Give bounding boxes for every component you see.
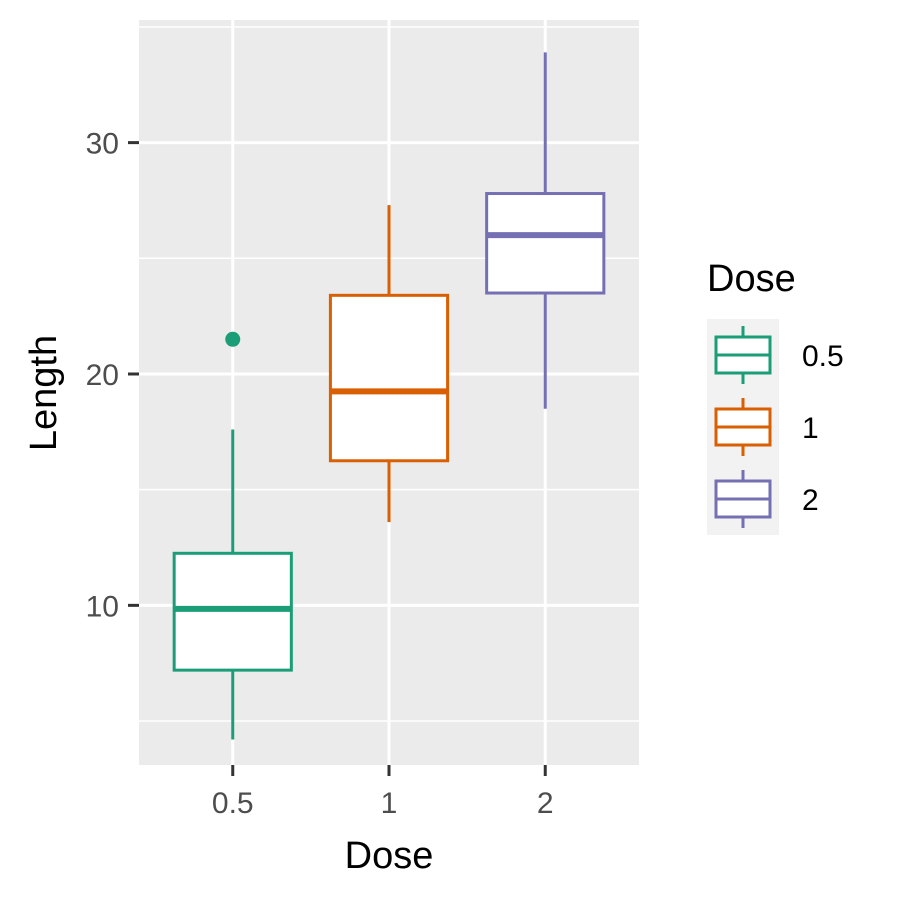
box-iqr [328, 293, 450, 463]
y-axis-title: Length [23, 335, 65, 451]
legend-title: Dose [707, 258, 796, 300]
box-iqr [485, 192, 606, 295]
x-axis-title: Dose [345, 835, 434, 877]
legend-keys: 0.5 1 2 [714, 326, 844, 528]
legend-label: 0.5 [802, 340, 844, 373]
x-axis: 0.5 1 2 [212, 765, 554, 820]
legend: Dose 0.5 1 2 [707, 258, 844, 535]
outlier-point [225, 331, 241, 347]
boxes [172, 52, 606, 740]
y-tick-label: 30 [86, 128, 119, 161]
legend-label: 1 [802, 412, 819, 445]
legend-key-0.5: 0.5 [714, 326, 844, 384]
box-group-0.5 [172, 331, 293, 740]
y-axis: 10 20 30 [86, 128, 139, 623]
x-tick-label: 0.5 [212, 787, 254, 820]
legend-key-1: 1 [714, 398, 819, 456]
x-tick-label: 2 [537, 787, 554, 820]
y-tick-label: 10 [86, 590, 119, 623]
legend-label: 2 [802, 484, 819, 517]
box-group-2 [485, 52, 606, 409]
y-tick-label: 20 [86, 359, 119, 392]
legend-key-2: 2 [714, 470, 819, 528]
x-tick-label: 1 [381, 787, 398, 820]
box-group-1 [328, 205, 450, 523]
